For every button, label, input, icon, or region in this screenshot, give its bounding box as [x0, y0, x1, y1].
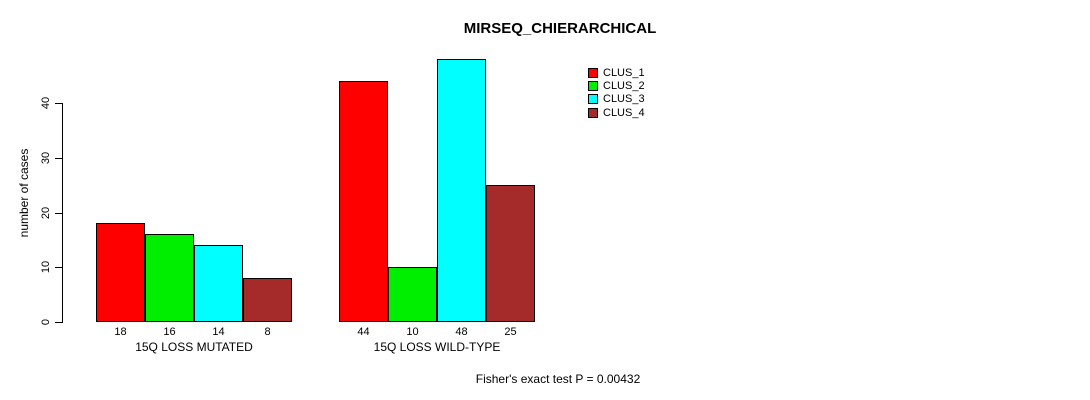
legend-label: CLUS_4	[603, 106, 645, 119]
bar-value-label: 8	[264, 326, 271, 338]
y-tick-mark	[55, 103, 62, 104]
legend-item-clus_2: CLUS_2	[588, 79, 645, 92]
chart-title: MIRSEQ_CHIERARCHICAL	[463, 20, 657, 37]
legend-swatch	[588, 94, 598, 105]
bar-value-label: 14	[212, 326, 225, 338]
y-tick-mark	[55, 322, 62, 323]
bar-value-label: 48	[455, 326, 468, 338]
legend-swatch	[588, 107, 598, 118]
bar-value-label: 44	[357, 326, 370, 338]
legend-item-clus_4: CLUS_4	[588, 106, 645, 119]
bar-clus_1-group1	[96, 223, 145, 322]
bar-clus_2-group1	[145, 234, 194, 322]
bar-clus_3-group2	[437, 59, 486, 322]
bar-value-label: 25	[504, 326, 517, 338]
legend-label: CLUS_3	[603, 93, 645, 106]
legend-item-clus_1: CLUS_1	[588, 66, 645, 79]
group-label: 15Q LOSS MUTATED	[135, 340, 253, 354]
bar-clus_4-group2	[486, 185, 535, 322]
bar-clus_3-group1	[194, 245, 243, 322]
bar-value-label: 18	[114, 326, 127, 338]
legend-swatch	[588, 80, 598, 91]
y-tick-mark	[55, 267, 62, 269]
bar-clus_2-group2	[388, 267, 437, 322]
legend-swatch	[588, 67, 598, 78]
legend-label: CLUS_2	[603, 79, 645, 92]
footer-note: Fisher's exact test P = 0.00432	[475, 372, 641, 386]
y-tick-mark	[55, 157, 62, 159]
group-label: 15Q LOSS WILD-TYPE	[373, 340, 501, 354]
legend-item-clus_3: CLUS_3	[588, 93, 645, 106]
legend-label: CLUS_1	[603, 66, 645, 79]
legend: CLUS_1 CLUS_2 CLUS_3 CLUS_4	[588, 66, 645, 119]
bar-clus_1-group2	[339, 81, 388, 322]
bar-clus_4-group1	[243, 278, 292, 322]
y-tick-mark	[55, 212, 62, 214]
bar-value-label: 16	[163, 326, 176, 338]
y-axis-line	[62, 103, 63, 323]
bar-value-label: 10	[406, 326, 419, 338]
